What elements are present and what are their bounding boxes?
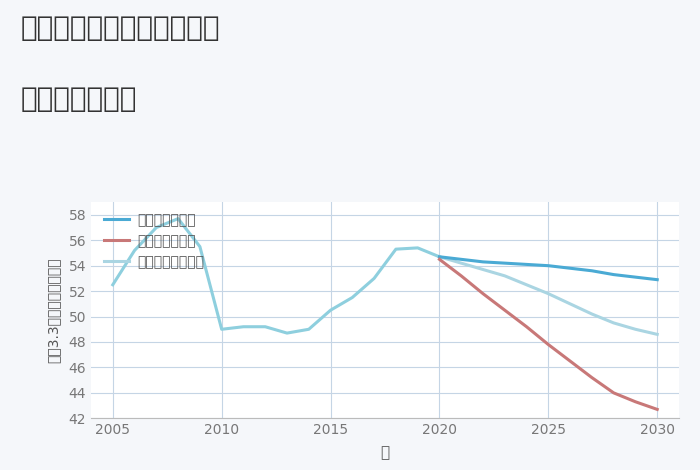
ノーマルシナリオ: [653, 331, 662, 337]
グッドシナリオ: [479, 259, 487, 265]
バッドシナリオ: [479, 291, 487, 297]
バッドシナリオ: [500, 307, 509, 313]
グッドシナリオ: [566, 266, 574, 271]
ノーマルシナリオ: [500, 273, 509, 279]
バッドシナリオ: [610, 390, 618, 396]
ノーマルシナリオ: [435, 254, 444, 259]
Text: 土地の価格推移: 土地の価格推移: [21, 85, 137, 113]
バッドシナリオ: [457, 273, 466, 279]
ノーマルシナリオ: [479, 266, 487, 272]
ノーマルシナリオ: [522, 282, 531, 288]
ノーマルシナリオ: [610, 320, 618, 326]
バッドシナリオ: [653, 407, 662, 412]
バッドシナリオ: [588, 375, 596, 380]
グッドシナリオ: [610, 272, 618, 277]
バッドシナリオ: [631, 399, 640, 405]
Y-axis label: 坪（3.3㎡）単価（万円）: 坪（3.3㎡）単価（万円）: [46, 258, 60, 363]
Line: バッドシナリオ: バッドシナリオ: [440, 259, 657, 409]
バッドシナリオ: [544, 342, 552, 347]
ノーマルシナリオ: [631, 327, 640, 332]
グッドシナリオ: [500, 260, 509, 266]
グッドシナリオ: [631, 274, 640, 280]
バッドシナリオ: [566, 358, 574, 364]
グッドシナリオ: [435, 254, 444, 259]
X-axis label: 年: 年: [380, 446, 390, 461]
グッドシナリオ: [457, 257, 466, 262]
ノーマルシナリオ: [566, 301, 574, 306]
バッドシナリオ: [522, 324, 531, 329]
Line: ノーマルシナリオ: ノーマルシナリオ: [440, 257, 657, 334]
グッドシナリオ: [653, 277, 662, 282]
グッドシナリオ: [544, 263, 552, 268]
ノーマルシナリオ: [457, 260, 466, 266]
バッドシナリオ: [435, 257, 444, 262]
Legend: グッドシナリオ, バッドシナリオ, ノーマルシナリオ: グッドシナリオ, バッドシナリオ, ノーマルシナリオ: [104, 213, 204, 269]
グッドシナリオ: [588, 268, 596, 274]
グッドシナリオ: [522, 262, 531, 267]
Text: 大阪府東大阪市玉串町西の: 大阪府東大阪市玉串町西の: [21, 14, 221, 42]
Line: グッドシナリオ: グッドシナリオ: [440, 257, 657, 280]
ノーマルシナリオ: [588, 311, 596, 317]
ノーマルシナリオ: [544, 291, 552, 297]
